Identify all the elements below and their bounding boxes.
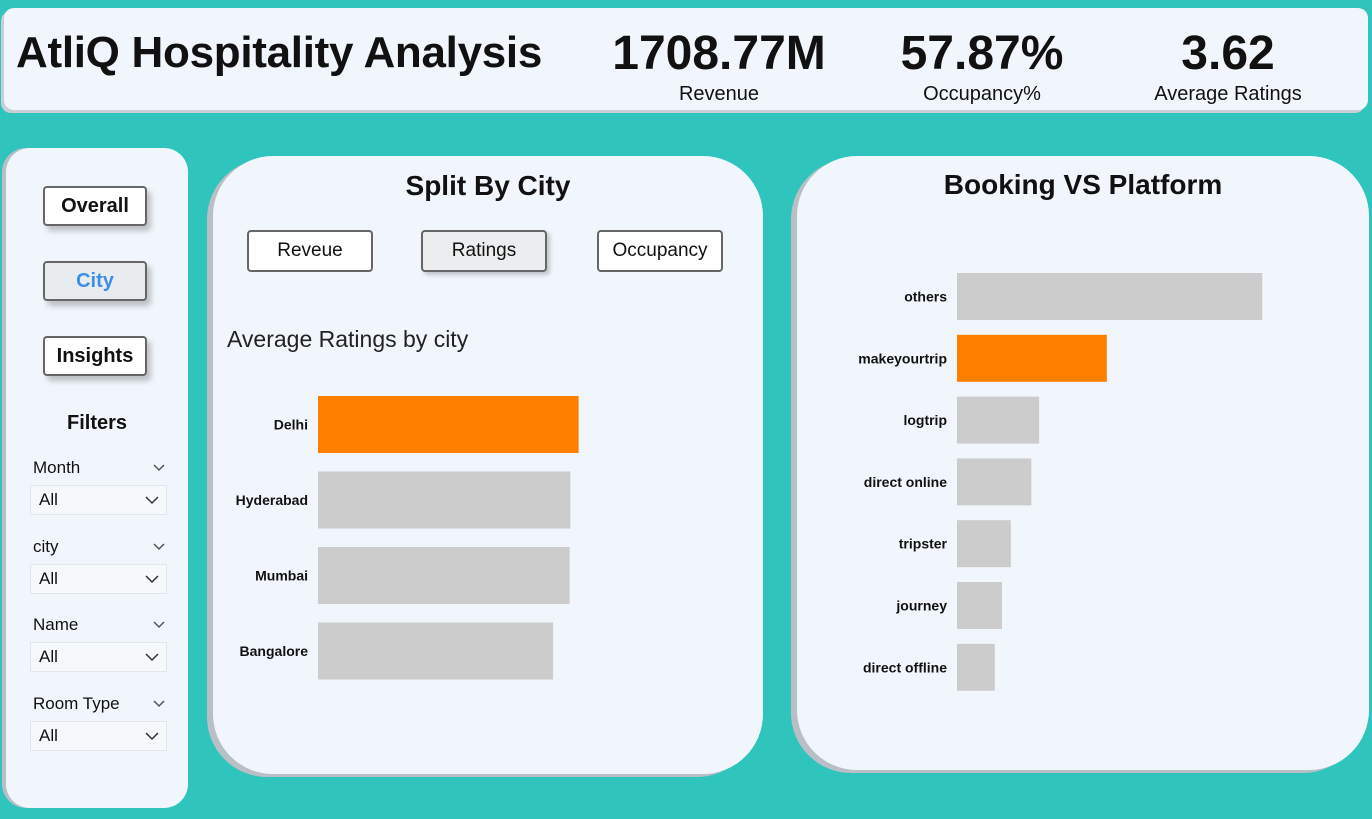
city-ratings-chart: Delhi Hyderabad Mumbai Bangalore [236, 396, 579, 680]
occupancy-tab-button[interactable]: Occupancy [597, 230, 723, 272]
revenue-tab-button[interactable]: Reveue [247, 230, 373, 272]
chevron-down-icon[interactable] [151, 696, 167, 712]
bar-direct-offline[interactable] [957, 643, 995, 691]
category-label: Mumbai [255, 568, 308, 584]
chart-subtitle: Average Ratings by city [227, 326, 469, 352]
chevron-down-icon[interactable] [151, 460, 167, 476]
category-label: Delhi [274, 417, 308, 433]
category-label: direct online [864, 474, 947, 490]
name-select[interactable]: All [30, 642, 167, 672]
kpi-label: Average Ratings [1154, 83, 1302, 105]
panel-title: Booking VS Platform [943, 169, 1223, 200]
room-type-select[interactable]: All [30, 721, 167, 751]
select-value: All [39, 569, 58, 588]
filter-label: city [33, 537, 59, 556]
ratings-tab-button[interactable]: Ratings [421, 230, 547, 272]
chevron-down-icon [145, 496, 159, 505]
bar-journey[interactable] [957, 582, 1002, 629]
kpi-value: 3.62 [1181, 27, 1275, 80]
bar-hyderabad[interactable] [318, 471, 571, 529]
page-title: AtliQ Hospitality Analysis [16, 28, 543, 77]
category-label: tripster [899, 536, 948, 552]
filter-month-header[interactable]: Month [33, 458, 167, 478]
kpi-label: Revenue [678, 83, 760, 105]
platform-bookings-chart: others makeyourtrip logtrip direct online tr… [858, 273, 1263, 691]
category-label: journey [895, 598, 947, 614]
category-label: others [904, 289, 947, 305]
select-value: All [39, 726, 58, 745]
select-value: All [39, 647, 58, 666]
insights-button[interactable]: Insights [43, 336, 147, 376]
kpi-revenue: 1708.77M Revenue [606, 26, 832, 106]
filter-label: Month [33, 458, 81, 477]
bar-direct-online[interactable] [957, 458, 1032, 506]
split-by-city-panel: Split By City Reveue Ratings Occupancy A… [213, 156, 763, 774]
category-label: Hyderabad [236, 492, 308, 508]
header-bar: AtliQ Hospitality Analysis 1708.77M Reve… [4, 8, 1368, 110]
filter-city-header[interactable]: city [33, 537, 167, 557]
category-label: direct offline [863, 659, 947, 675]
kpi-average-ratings: 3.62 Average Ratings [1138, 26, 1318, 106]
chevron-down-icon [145, 653, 159, 662]
sidebar: Overall City Insights Filters Month All … [6, 148, 188, 808]
city-button[interactable]: City [43, 261, 147, 301]
category-label: logtrip [903, 412, 947, 428]
bar-delhi[interactable] [318, 396, 579, 453]
overall-button[interactable]: Overall [43, 186, 147, 226]
bar-others[interactable] [957, 273, 1263, 320]
kpi-value: 1708.77M [612, 27, 826, 80]
filter-label: Room Type [33, 694, 120, 713]
bar-mumbai[interactable] [318, 547, 570, 604]
kpi-label: Occupancy% [923, 83, 1041, 105]
chevron-down-icon[interactable] [151, 539, 167, 555]
panel-title: Split By City [405, 170, 571, 201]
bar-makeyourtrip[interactable] [957, 334, 1107, 382]
chevron-down-icon[interactable] [151, 617, 167, 633]
month-select[interactable]: All [30, 485, 167, 515]
kpi-occupancy: 57.87% Occupancy% [884, 26, 1080, 106]
category-label: Bangalore [240, 643, 309, 659]
filters-title: Filters [66, 412, 128, 434]
kpi-value: 57.87% [900, 27, 1064, 80]
category-label: makeyourtrip [858, 350, 947, 366]
city-select[interactable]: All [30, 564, 167, 594]
filter-label: Name [33, 615, 79, 634]
bar-logtrip[interactable] [957, 396, 1040, 444]
filter-room-type-header[interactable]: Room Type [33, 694, 167, 714]
booking-vs-platform-panel: Booking VS Platform others makeyourtrip lo… [797, 156, 1369, 770]
bar-bangalore[interactable] [318, 622, 554, 680]
chevron-down-icon [145, 732, 159, 741]
filter-name-header[interactable]: Name [33, 615, 167, 635]
select-value: All [39, 490, 58, 509]
chevron-down-icon [145, 575, 159, 584]
bar-tripster[interactable] [957, 520, 1011, 568]
